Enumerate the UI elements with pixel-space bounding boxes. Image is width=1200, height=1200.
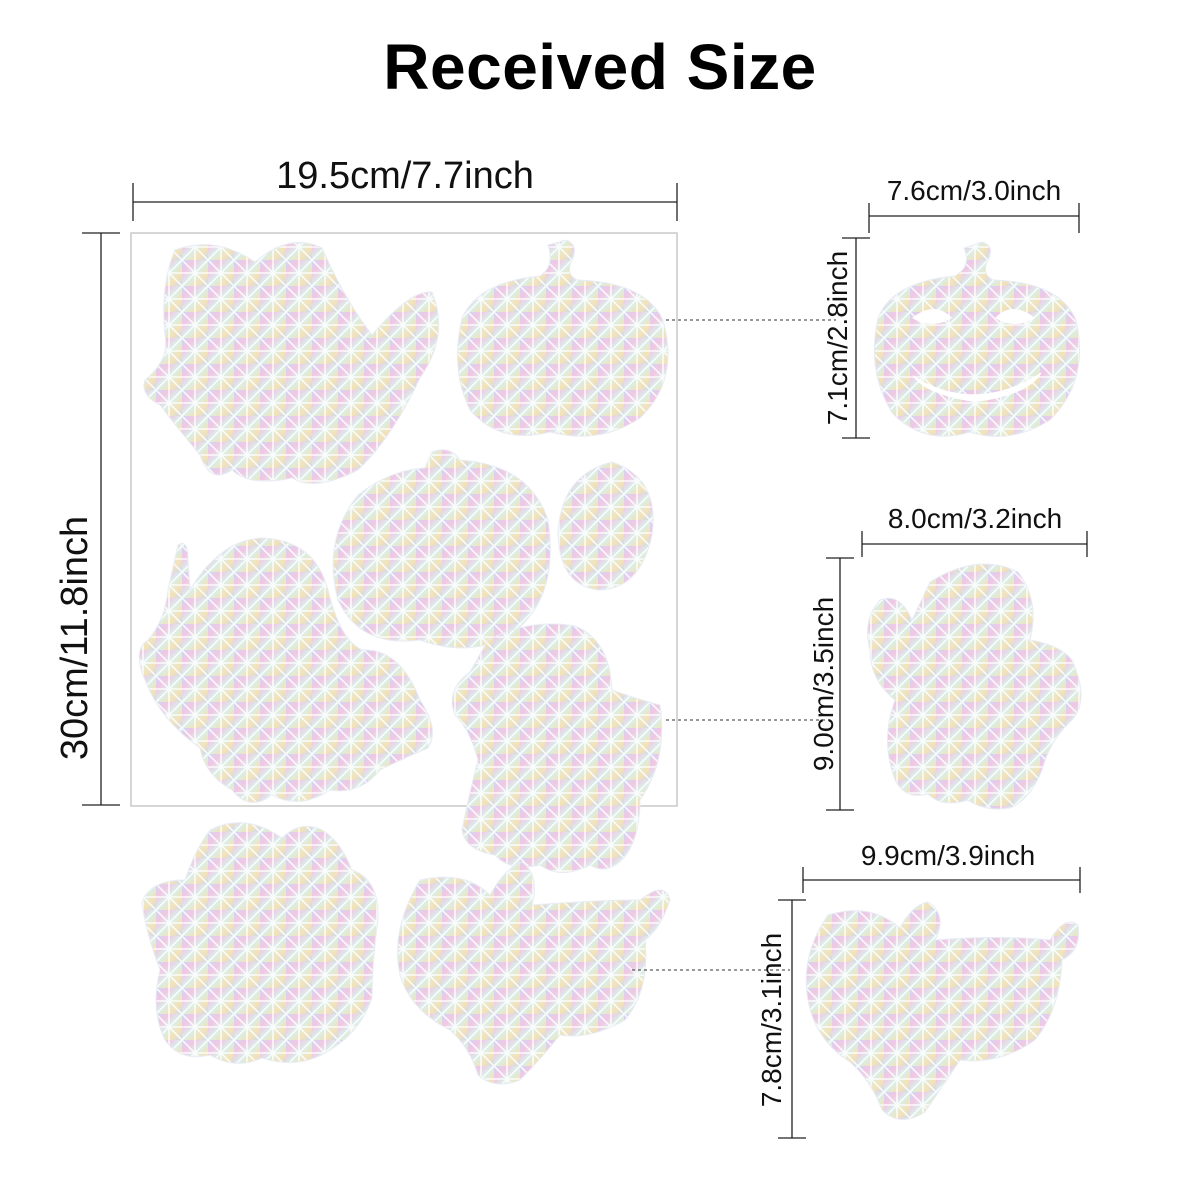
pumpkin-face bbox=[912, 309, 1042, 402]
sticker-pumpkin-middle bbox=[332, 449, 551, 649]
sticker-ghost-middle-right bbox=[451, 623, 663, 873]
page-title: Received Size bbox=[383, 31, 817, 103]
sticker-moon bbox=[557, 461, 654, 591]
leader-lines bbox=[632, 319, 836, 971]
sheet-height-dimension bbox=[82, 232, 120, 806]
sticker-ghost-detail bbox=[867, 563, 1082, 810]
sheet-height-label: 30cm/11.8inch bbox=[54, 515, 96, 761]
flying-ghost-width-dimension bbox=[802, 867, 1081, 893]
sticker-flying-ghost-detail bbox=[805, 901, 1080, 1120]
sticker-pumpkin-top bbox=[457, 239, 669, 437]
sticker-pumpkin-detail bbox=[873, 241, 1081, 437]
flying-ghost-height-label: 7.8cm/3.1inch bbox=[756, 932, 787, 1108]
sticker-ghost-middle-left bbox=[138, 537, 433, 803]
sticker-ghost-bottom-right bbox=[397, 861, 671, 1085]
pumpkin-width-label: 7.6cm/3.0inch bbox=[886, 175, 1062, 206]
sheet-width-dimension bbox=[132, 183, 678, 221]
sheet-width-label: 19.5cm/7.7inch bbox=[276, 155, 534, 197]
pumpkin-width-dimension bbox=[868, 203, 1080, 233]
ghost-width-dimension bbox=[861, 531, 1088, 557]
ghost-height-label: 9.0cm/3.5inch bbox=[808, 596, 839, 772]
pumpkin-height-dimension bbox=[842, 237, 870, 439]
ghost-width-label: 8.0cm/3.2inch bbox=[887, 503, 1063, 534]
ghost-height-dimension bbox=[826, 557, 854, 811]
pumpkin-height-label: 7.1cm/2.8inch bbox=[822, 250, 853, 426]
flying-ghost-width-label: 9.9cm/3.9inch bbox=[860, 840, 1036, 871]
flying-ghost-height-dimension bbox=[778, 899, 806, 1139]
sticker-ghost-bottom-left bbox=[141, 822, 379, 1064]
sticker-ghost-top-left bbox=[143, 241, 440, 484]
